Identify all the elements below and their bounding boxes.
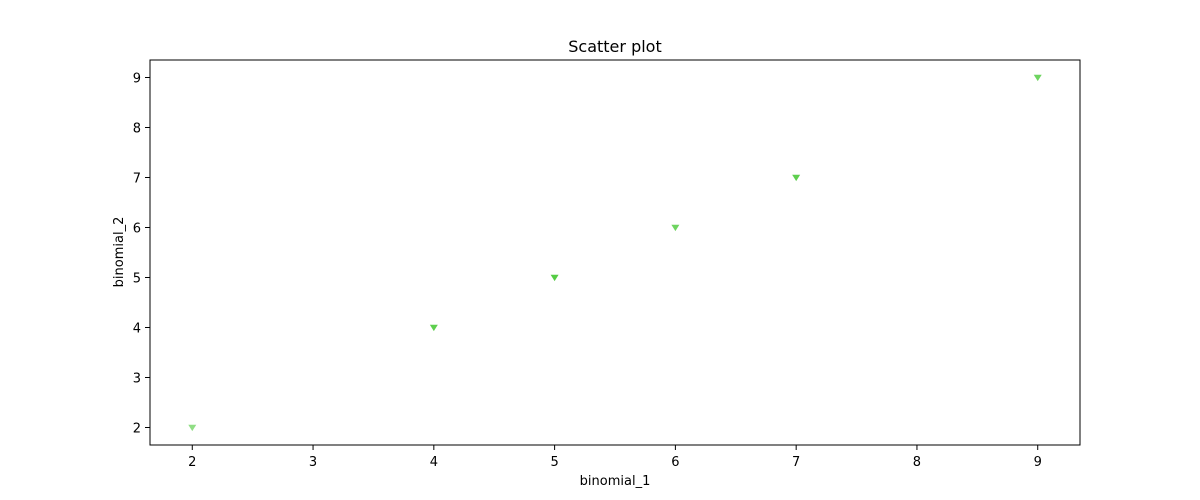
y-tick-label: 3	[133, 372, 141, 387]
data-point	[429, 324, 438, 332]
y-tick-label: 9	[133, 72, 141, 87]
y-axis: 2 3 4 5 6 7 8 9	[133, 72, 150, 437]
x-tick-label: 6	[671, 455, 679, 470]
x-tick-label: 9	[1034, 455, 1042, 470]
y-tick-label: 6	[133, 222, 141, 237]
x-tick-label: 3	[309, 455, 317, 470]
y-tick-label: 4	[133, 322, 141, 337]
x-axis-label: binomial_1	[580, 474, 651, 489]
y-axis-label: binomial_2	[112, 217, 127, 288]
x-axis: 2 3 4 5 6 7 8 9	[188, 445, 1042, 470]
x-tick-label: 2	[188, 455, 196, 470]
data-point	[1033, 74, 1042, 82]
x-tick-label: 8	[913, 455, 921, 470]
data-point	[550, 274, 559, 282]
x-tick-label: 4	[430, 455, 438, 470]
x-tick-label: 7	[792, 455, 800, 470]
data-points	[188, 74, 1042, 432]
y-tick-label: 2	[133, 422, 141, 437]
data-point	[188, 424, 197, 432]
y-tick-label: 5	[133, 272, 141, 287]
chart-title: Scatter plot	[568, 37, 661, 56]
plot-area-frame	[149, 59, 1081, 446]
y-tick-label: 8	[133, 122, 141, 137]
data-point	[671, 224, 680, 232]
data-point	[792, 174, 801, 182]
y-tick-label: 7	[133, 172, 141, 187]
x-tick-label: 5	[550, 455, 558, 470]
